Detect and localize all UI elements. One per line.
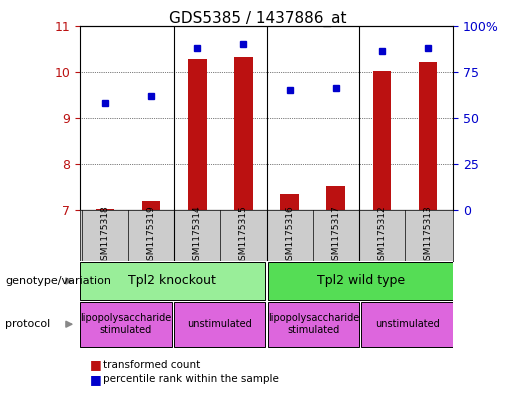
Text: GSM1175318: GSM1175318 (100, 206, 110, 266)
Text: GSM1175313: GSM1175313 (423, 206, 433, 266)
Text: transformed count: transformed count (103, 360, 200, 370)
Text: genotype/variation: genotype/variation (5, 276, 111, 286)
Bar (80, 262, 265, 300)
Text: ■: ■ (90, 358, 102, 371)
Text: GSM1175315: GSM1175315 (239, 206, 248, 266)
Text: GSM1175317: GSM1175317 (331, 206, 340, 266)
Text: GSM1175314: GSM1175314 (193, 206, 202, 266)
Text: Tpl2 knockout: Tpl2 knockout (128, 274, 216, 288)
Text: Tpl2 wild type: Tpl2 wild type (317, 274, 405, 288)
Text: GSM1175316: GSM1175316 (285, 206, 294, 266)
Text: unstimulated: unstimulated (187, 319, 252, 329)
Bar (234, 57, 253, 210)
Bar (372, 71, 391, 210)
Bar (280, 194, 299, 210)
Bar (80, 301, 171, 347)
Bar (268, 301, 359, 347)
Text: protocol: protocol (5, 319, 50, 329)
Bar (174, 301, 265, 347)
Text: lipopolysaccharide
stimulated: lipopolysaccharide stimulated (80, 314, 171, 335)
Bar (142, 201, 161, 210)
Text: lipopolysaccharide
stimulated: lipopolysaccharide stimulated (268, 314, 359, 335)
Bar (268, 262, 453, 300)
Bar (362, 301, 453, 347)
Bar (419, 62, 437, 210)
Text: percentile rank within the sample: percentile rank within the sample (103, 374, 279, 384)
Bar (188, 59, 207, 210)
Bar (96, 209, 114, 210)
Text: GSM1175319: GSM1175319 (147, 206, 156, 266)
Text: GDS5385 / 1437886_at: GDS5385 / 1437886_at (169, 11, 346, 27)
Bar (327, 186, 345, 210)
Text: GSM1175312: GSM1175312 (377, 206, 386, 266)
Text: unstimulated: unstimulated (375, 319, 440, 329)
Text: ■: ■ (90, 373, 102, 386)
